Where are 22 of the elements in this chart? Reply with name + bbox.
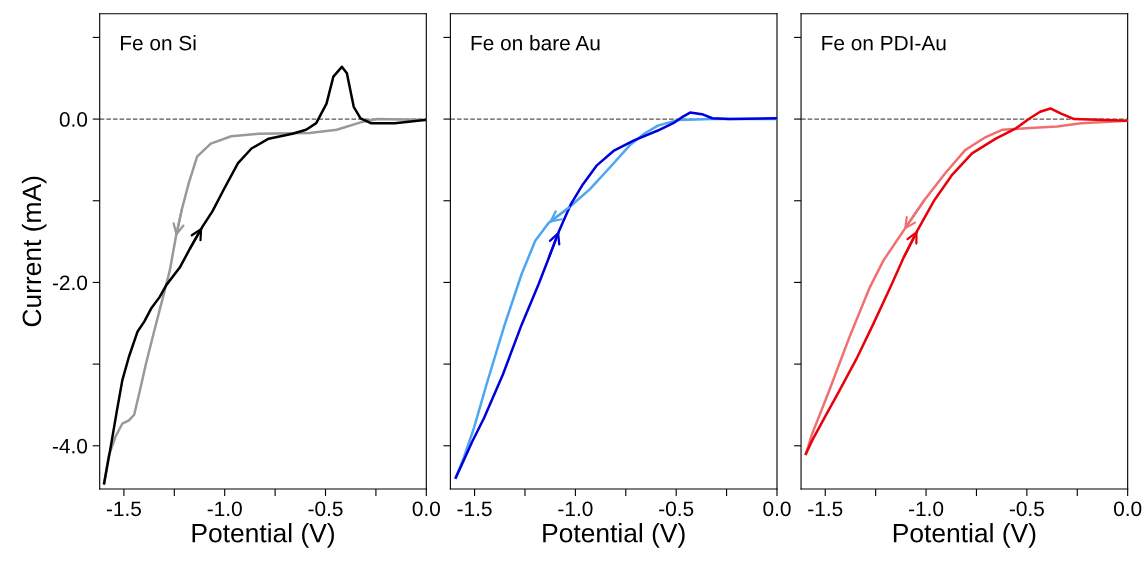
x-tick-label: -1.0 [558, 501, 593, 517]
y-tick-label: 0.0 [59, 112, 88, 127]
x-tick-label: -1.5 [457, 501, 492, 517]
x-tick-label: -0.5 [1009, 501, 1044, 517]
x-axis-title: Potential (V) [893, 523, 1036, 548]
x-axis-title: Potential (V) [543, 523, 685, 548]
x-tick-label: -1.5 [106, 501, 141, 517]
x-tick-label: 0.0 [412, 501, 440, 517]
x-tick-label: 0.0 [763, 501, 791, 517]
x-tick-label: -1.5 [808, 501, 843, 517]
x-tick-label: -0.5 [659, 501, 694, 517]
text: Fe on bare Au [471, 35, 600, 51]
x-axis-title: Potential (V) [192, 523, 334, 548]
text: Fe on Si [121, 35, 196, 51]
x-tick-label: 0.0 [1114, 501, 1142, 517]
x-tick-label: -0.5 [308, 501, 343, 517]
y-axis-title: Current (mA) [21, 176, 47, 327]
x-tick-label: -1.0 [207, 501, 242, 517]
x-tick-label: -1.0 [909, 501, 944, 517]
y-tick-label: -2.0 [52, 275, 88, 291]
text: Fe on PDI-Au [822, 35, 946, 51]
y-tick-label: -4.0 [52, 438, 88, 454]
